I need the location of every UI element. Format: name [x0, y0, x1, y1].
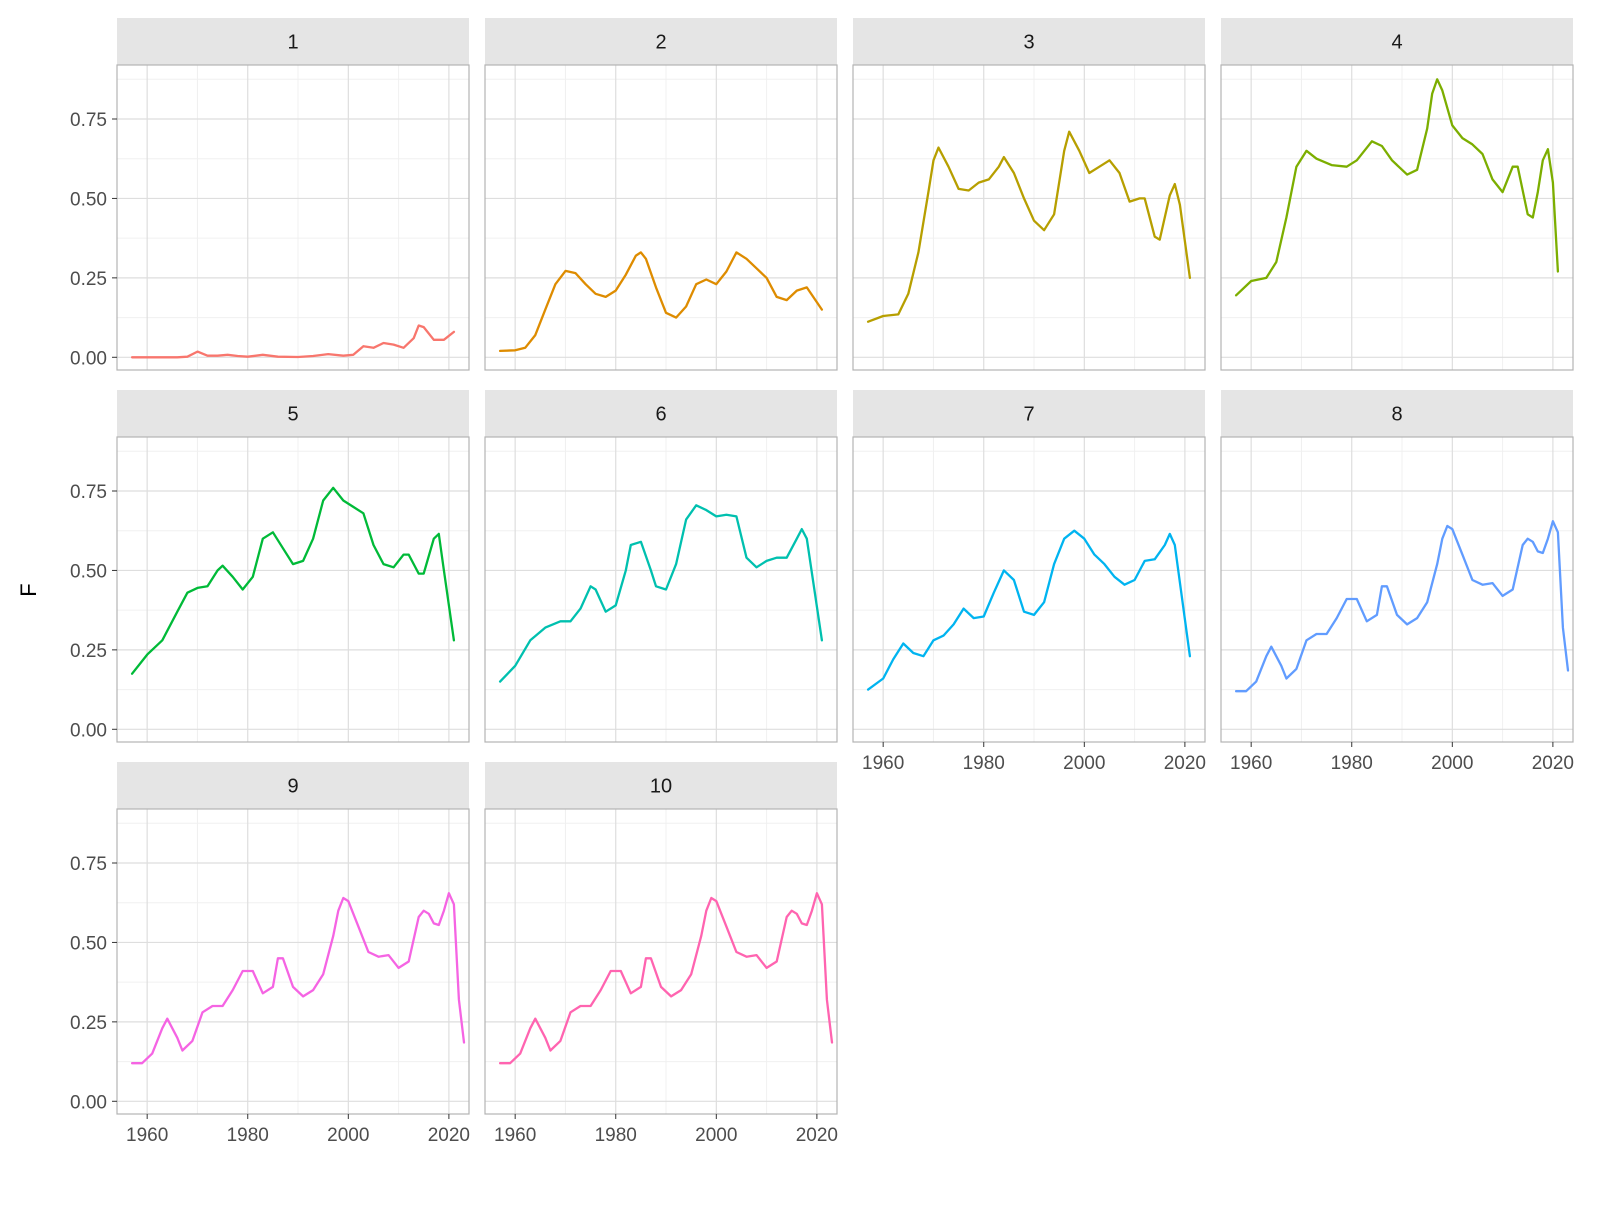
y-tick-label: 0.25 [70, 269, 107, 290]
y-axis-title: F [16, 583, 41, 596]
facet-panel-6: 6 [484, 390, 838, 743]
facet-strip [1221, 18, 1573, 65]
panel-border [484, 436, 838, 743]
series-line-3 [866, 130, 1192, 323]
facet-panel-1: 1 0.00 0.25 0.50 0.75 [70, 18, 470, 371]
x-tick-label: 1980 [963, 753, 1005, 774]
y-tick-label: 0.25 [70, 641, 107, 662]
y-tick-label: 0.75 [70, 482, 107, 503]
facet-strip [485, 390, 837, 437]
x-tick-label: 1960 [862, 753, 904, 774]
x-tick-label: 2020 [1532, 753, 1574, 774]
x-tick-label: 2000 [695, 1125, 737, 1146]
facet-strip-label: 3 [1023, 32, 1034, 54]
y-tick-label: 0.00 [70, 720, 107, 741]
facet-strip-label: 5 [287, 404, 298, 426]
facet-panel-3: 3 [852, 18, 1206, 371]
facet-strip [853, 390, 1205, 437]
y-tick-label: 0.75 [70, 854, 107, 875]
facet-panel-7: 7 1960 1980 2000 2020 [852, 390, 1206, 774]
panel-border [484, 808, 838, 1115]
series-line-1 [130, 324, 456, 359]
panel-background [117, 65, 469, 370]
y-tick-label: 0.00 [70, 348, 107, 369]
y-tick-label: 0.75 [70, 110, 107, 131]
facet-strip [853, 18, 1205, 65]
y-tick-label: 0.00 [70, 1092, 107, 1113]
panel-background [117, 809, 469, 1114]
facet-strip-label: 7 [1023, 404, 1034, 426]
facet-strip [485, 18, 837, 65]
panel-background [853, 65, 1205, 370]
x-tick-label: 2000 [327, 1125, 369, 1146]
series-line-6 [498, 504, 824, 683]
panel-background [1221, 65, 1573, 370]
facet-strip [1221, 390, 1573, 437]
facet-strip-label: 1 [287, 32, 298, 54]
x-tick-label: 1980 [1331, 753, 1373, 774]
series-line-10 [498, 892, 834, 1065]
series-line-8 [1234, 520, 1570, 693]
facet-panel-10: 10 1960 1980 2000 2020 [484, 762, 838, 1146]
panel-background [485, 809, 837, 1114]
x-tick-label: 1960 [494, 1125, 536, 1146]
series-line-9 [130, 892, 466, 1065]
panel-border [484, 64, 838, 371]
panel-border [116, 64, 470, 371]
facet-panel-8: 8 1960 1980 2000 2020 [1220, 390, 1574, 774]
x-tick-label: 2020 [796, 1125, 838, 1146]
facet-panel-9: 9 0.00 0.25 0.50 0.75 1960 1980 2000 2020 [70, 762, 470, 1146]
panel-border [852, 436, 1206, 743]
x-tick-label: 2020 [1164, 753, 1206, 774]
x-tick-label: 1960 [1230, 753, 1272, 774]
panel-border [1220, 64, 1574, 371]
panel-border [852, 64, 1206, 371]
facet-panel-5: 5 0.00 0.25 0.50 0.75 [70, 390, 470, 743]
series-line-4 [1234, 78, 1560, 297]
x-tick-label: 2000 [1431, 753, 1473, 774]
facet-strip-label: 2 [655, 32, 666, 54]
y-tick-label: 0.25 [70, 1013, 107, 1034]
facet-strip-label: 9 [287, 776, 298, 798]
panel-background [117, 437, 469, 742]
facet-strip [485, 762, 837, 809]
y-tick-label: 0.50 [70, 561, 107, 582]
panel-background [485, 437, 837, 742]
panel-border [116, 436, 470, 743]
facet-strip-label: 6 [655, 404, 666, 426]
x-tick-label: 1980 [227, 1125, 269, 1146]
y-tick-label: 0.50 [70, 933, 107, 954]
panel-border [116, 808, 470, 1115]
x-tick-label: 2000 [1063, 753, 1105, 774]
panel-background [853, 437, 1205, 742]
series-line-2 [498, 251, 824, 353]
facet-strip [117, 18, 469, 65]
series-line-5 [130, 486, 456, 675]
panel-background [485, 65, 837, 370]
facet-panel-2: 2 [484, 18, 838, 371]
panel-background [1221, 437, 1573, 742]
x-tick-label: 1980 [595, 1125, 637, 1146]
facet-panel-4: 4 [1220, 18, 1574, 371]
panel-border [1220, 436, 1574, 743]
y-tick-label: 0.50 [70, 189, 107, 210]
facet-strip [117, 390, 469, 437]
facet-strip-label: 4 [1391, 32, 1402, 54]
x-tick-label: 2020 [428, 1125, 470, 1146]
series-line-7 [866, 529, 1192, 691]
x-tick-label: 1960 [126, 1125, 168, 1146]
facet-strip-label: 10 [650, 776, 672, 798]
facet-strip [117, 762, 469, 809]
facet-strip-label: 8 [1391, 404, 1402, 426]
